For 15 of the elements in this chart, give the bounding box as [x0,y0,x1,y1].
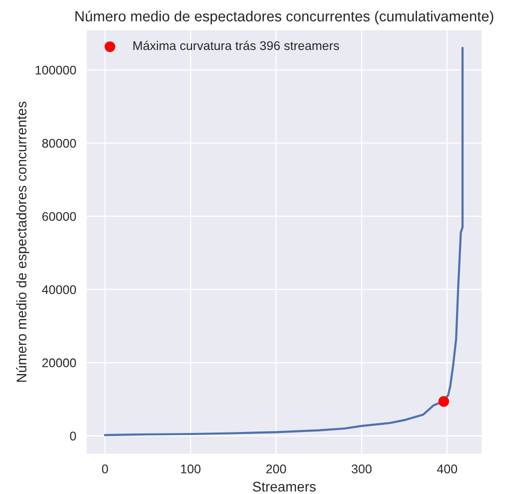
y-tick-label: 40000 [42,285,76,294]
y-tick-label: 60000 [42,212,76,221]
legend-label: Máxima curvatura trás 396 streamers [133,40,339,50]
x-tick-label: 0 [102,464,108,474]
chart-title: Número medio de espectadores concurrentes (cumulativamente) [75,10,494,24]
x-tick-label: 300 [352,464,372,474]
y-axis-title: Número medio de espectadores concurrentes [16,102,30,382]
x-axis-title: Streamers [252,482,316,492]
x-tick-label: 100 [181,464,200,474]
y-tick-label: 0 [70,432,76,440]
y-tick-label: 100000 [36,66,76,75]
x-tick-label: 400 [437,464,458,474]
y-tick-label: 80000 [42,138,76,148]
y-tick-label: 20000 [42,358,76,368]
x-tick-label: 200 [266,464,286,474]
